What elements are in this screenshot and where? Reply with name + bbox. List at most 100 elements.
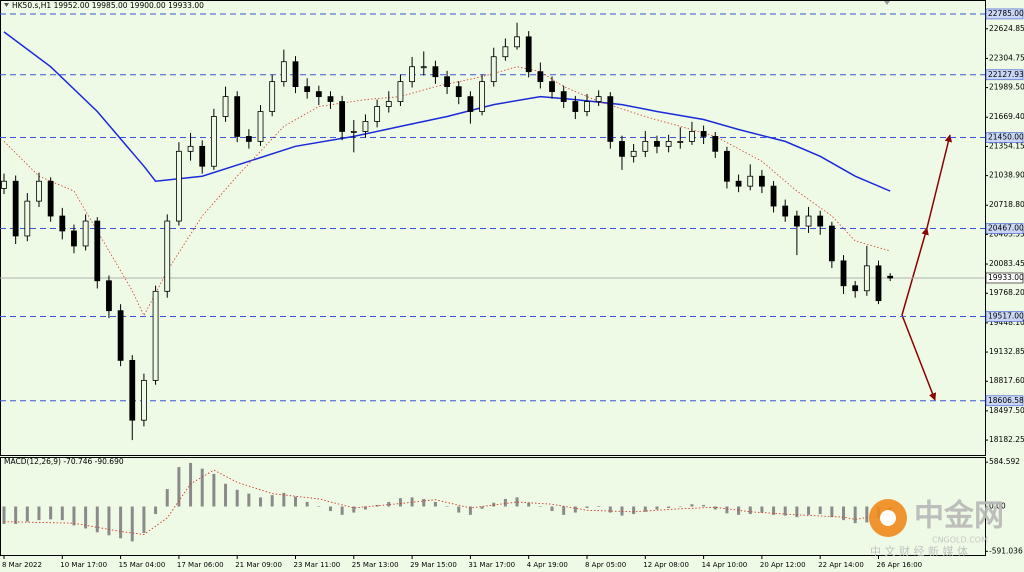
candle-body bbox=[187, 145, 194, 152]
candle-body bbox=[782, 205, 789, 217]
macd-bar bbox=[224, 483, 228, 507]
candle-body bbox=[362, 121, 369, 132]
macd-bar bbox=[830, 506, 834, 518]
macd-bar bbox=[713, 506, 717, 510]
y-tick-label: 18817.60 bbox=[989, 376, 1024, 385]
candle-body bbox=[549, 81, 555, 93]
macd-bar bbox=[632, 506, 636, 515]
candle-body bbox=[875, 265, 882, 302]
level-label: 20467.00 bbox=[988, 224, 1024, 233]
level-label: 21450.00 bbox=[988, 133, 1024, 142]
candle-body bbox=[129, 359, 136, 421]
y-tick-label: 21354.15 bbox=[989, 141, 1024, 150]
candle-body bbox=[630, 150, 637, 157]
macd-bar bbox=[667, 506, 671, 509]
logo-inner bbox=[880, 510, 896, 526]
candle-body bbox=[863, 265, 870, 292]
macd-bar bbox=[445, 506, 449, 507]
candle-body bbox=[315, 91, 322, 98]
macd-bar bbox=[352, 506, 356, 513]
x-tick-label: 14 Apr 10:00 bbox=[702, 561, 748, 569]
macd-bar bbox=[725, 506, 729, 514]
macd-bar bbox=[818, 506, 822, 515]
candle-body bbox=[642, 141, 649, 152]
macd-bar bbox=[200, 468, 204, 507]
candle-body bbox=[152, 290, 159, 381]
candle-body bbox=[175, 150, 182, 222]
macd-bar bbox=[282, 492, 286, 507]
macd-bar bbox=[37, 506, 41, 521]
candle-body bbox=[71, 230, 77, 247]
candle-body bbox=[759, 175, 765, 187]
arrow-up-2 bbox=[926, 134, 953, 229]
macd-bar bbox=[643, 506, 647, 512]
macd-bar bbox=[189, 462, 193, 507]
candle-body bbox=[712, 136, 719, 152]
candle-body bbox=[245, 136, 252, 142]
macd-label: MACD(12,26,9) -70.746 -90.690 bbox=[4, 457, 124, 466]
level-label-box bbox=[985, 272, 1024, 284]
macd-bar bbox=[142, 506, 146, 534]
level-label-box bbox=[985, 69, 1024, 81]
candle-body bbox=[36, 180, 42, 202]
level-label-box bbox=[985, 395, 1024, 407]
candle-body bbox=[12, 180, 19, 237]
level-label-box bbox=[985, 223, 1024, 234]
candle-body bbox=[222, 96, 229, 117]
watermark: 中金网 CNGOLD.COM 中 文 财 经 新 媒 体 bbox=[869, 499, 1004, 558]
macd-bar bbox=[468, 506, 472, 515]
x-tick-label: 8 Apr 05:00 bbox=[585, 561, 626, 569]
y-tick-label: 19768.20 bbox=[989, 288, 1024, 297]
macd-bar bbox=[783, 506, 787, 516]
title-icon bbox=[4, 3, 9, 7]
watermark-name: 中金网 bbox=[914, 499, 1004, 534]
chart-title: HK50.s,H1 19952.00 19985.00 19900.00 199… bbox=[12, 1, 204, 10]
macd-bar bbox=[515, 497, 519, 507]
level-label-box bbox=[985, 8, 1024, 20]
candle-body bbox=[269, 81, 276, 112]
x-tick-label: 26 Apr 16:00 bbox=[877, 561, 923, 569]
candle-body bbox=[94, 220, 101, 282]
candle-body bbox=[280, 61, 287, 83]
level-label: 18606.58 bbox=[988, 396, 1024, 405]
macd-bar bbox=[760, 506, 764, 513]
candle-body bbox=[840, 260, 847, 287]
candle-body bbox=[560, 91, 567, 102]
macd-bar bbox=[597, 506, 601, 507]
macd-bar bbox=[538, 506, 542, 507]
candle-body bbox=[735, 180, 742, 187]
candle-body bbox=[770, 185, 777, 207]
x-tick-label: 29 Mar 15:00 bbox=[410, 561, 457, 569]
macd-bar bbox=[363, 506, 367, 510]
macd-bar bbox=[772, 506, 776, 515]
y-tick-label: 21038.90 bbox=[989, 171, 1024, 180]
candle-body bbox=[852, 285, 859, 292]
macd-bar bbox=[259, 497, 263, 507]
macd-bar bbox=[527, 502, 531, 507]
macd-bar bbox=[60, 506, 64, 521]
x-tick-label: 31 Mar 17:00 bbox=[468, 561, 515, 569]
candle-body bbox=[584, 101, 590, 112]
macd-bar bbox=[865, 506, 869, 523]
macd-bar bbox=[585, 506, 589, 509]
candle-body bbox=[24, 200, 31, 237]
candle-body bbox=[724, 150, 730, 182]
macd-bar bbox=[72, 506, 76, 526]
macd-bar bbox=[25, 506, 29, 522]
macd-bar bbox=[328, 506, 332, 512]
level-label: 19933.00 bbox=[988, 273, 1024, 282]
y-tick-label: 22624.85 bbox=[989, 24, 1024, 33]
macd-bar bbox=[177, 467, 181, 507]
macd-bar bbox=[340, 506, 344, 515]
macd-bar bbox=[853, 506, 857, 524]
macd-bar bbox=[457, 506, 461, 513]
candle-body bbox=[455, 86, 462, 98]
macd-bar bbox=[95, 506, 99, 533]
main-frame bbox=[0, 0, 986, 456]
projection-arrows bbox=[901, 134, 953, 401]
candle-body bbox=[199, 145, 206, 167]
candle-body bbox=[572, 101, 579, 112]
candle-body bbox=[339, 101, 346, 132]
candle-body bbox=[374, 106, 381, 122]
